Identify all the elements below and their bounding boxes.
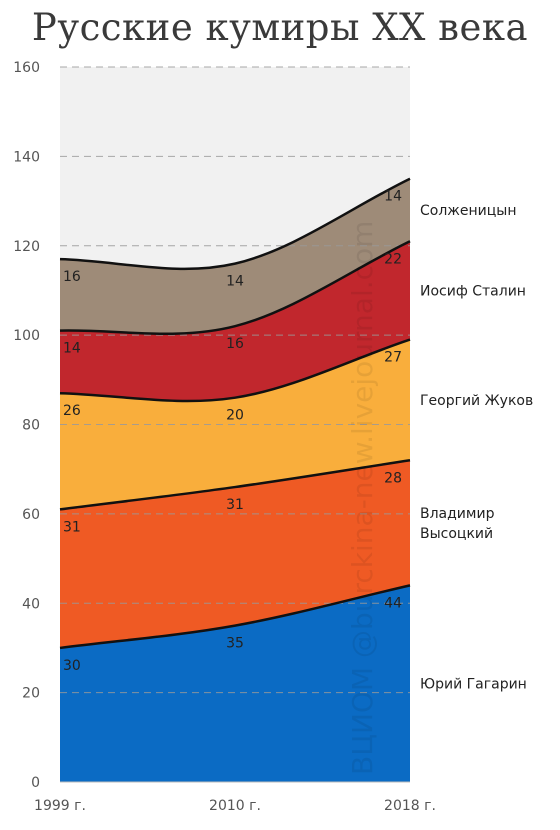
series-line-1	[59, 459, 411, 511]
series-label: Юрий Гагарин	[420, 677, 527, 693]
data-label: 28	[384, 470, 402, 486]
data-label: 16	[63, 269, 81, 285]
y-tick-label: 80	[22, 418, 40, 434]
data-label: 16	[226, 336, 244, 352]
area-4	[60, 178, 410, 334]
x-tick-label: 2010 г.	[209, 798, 261, 814]
series-line-2	[59, 338, 411, 403]
y-tick-label: 40	[22, 596, 40, 612]
series-label: Иосиф Сталин	[420, 283, 526, 299]
series-line-4	[59, 177, 411, 271]
data-label: 14	[384, 189, 402, 205]
data-label: 26	[63, 403, 81, 419]
series-line-0	[59, 584, 411, 650]
series-label: Георгий Жуков	[420, 393, 533, 409]
data-label: 27	[384, 350, 402, 366]
area-0	[60, 585, 410, 782]
data-label: 31	[63, 519, 81, 535]
y-tick-label: 120	[13, 239, 40, 255]
y-tick-label: 20	[22, 686, 40, 702]
series-label: Владимир Высоцкий	[420, 506, 495, 542]
watermark-text: ВЦИОМ @burckina-new.livejournal.com	[346, 221, 379, 775]
data-label: 14	[226, 274, 244, 290]
data-label: 30	[63, 658, 81, 674]
data-label: 35	[226, 636, 244, 652]
data-label: 14	[63, 341, 81, 357]
area-3	[60, 241, 410, 401]
chart-title: Русские кумиры XX века	[31, 6, 529, 49]
data-label: 31	[226, 497, 244, 513]
series-line-3	[59, 240, 411, 335]
y-tick-label: 60	[22, 507, 40, 523]
x-tick-label: 1999 г.	[34, 798, 86, 814]
y-tick-label: 100	[13, 328, 40, 344]
x-tick-label: 2018 г.	[384, 798, 436, 814]
data-label: 44	[384, 595, 402, 611]
series-label: Солженицын	[420, 203, 517, 219]
y-tick-label: 160	[13, 60, 40, 76]
y-tick-label: 140	[13, 149, 40, 165]
area-1	[60, 460, 410, 648]
data-label: 20	[226, 408, 244, 424]
data-label: 22	[384, 251, 402, 267]
y-tick-label: 0	[31, 775, 40, 791]
